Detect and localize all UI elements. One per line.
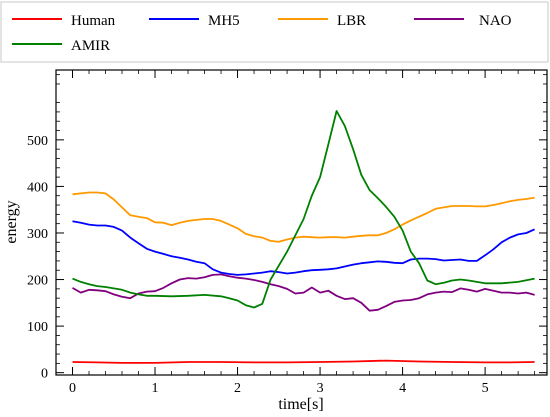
x-tick-label: 5 [482,381,489,396]
plot-area-frame [55,69,548,376]
legend-label-nao: NAO [479,13,512,29]
legend-frame [0,1,549,63]
x-tick-label: 0 [69,381,76,396]
legend: Human MH5 LBR NAO AMIR [0,1,549,63]
x-axis-title: time[s] [278,396,323,413]
legend-label-human: Human [71,13,116,29]
series-line-lbr [72,191,535,243]
y-tick-label: 500 [27,134,48,149]
legend-label-mh5: MH5 [208,13,240,29]
x-tick-label: 3 [317,381,324,396]
x-tick-label: 4 [399,381,406,396]
y-tick-label: 0 [41,367,48,382]
series-line-mh5 [72,220,535,276]
y-tick-label: 100 [27,320,48,335]
legend-label-lbr: LBR [337,13,366,29]
x-tick-label: 1 [152,381,159,396]
y-axis-title: energy [3,200,20,243]
series-line-amir [72,110,535,309]
y-tick-label: 200 [27,274,48,289]
series-line-human [72,359,535,364]
series-line-nao [72,273,535,312]
y-tick-label: 300 [27,227,48,242]
legend-label-amir: AMIR [71,38,110,54]
x-tick-label: 2 [234,381,241,396]
y-tick-label: 400 [27,180,48,195]
axis-ticks: 0 1 2 3 4 5 0 100 200 300 400 500 [27,70,547,396]
series-group [72,110,535,364]
